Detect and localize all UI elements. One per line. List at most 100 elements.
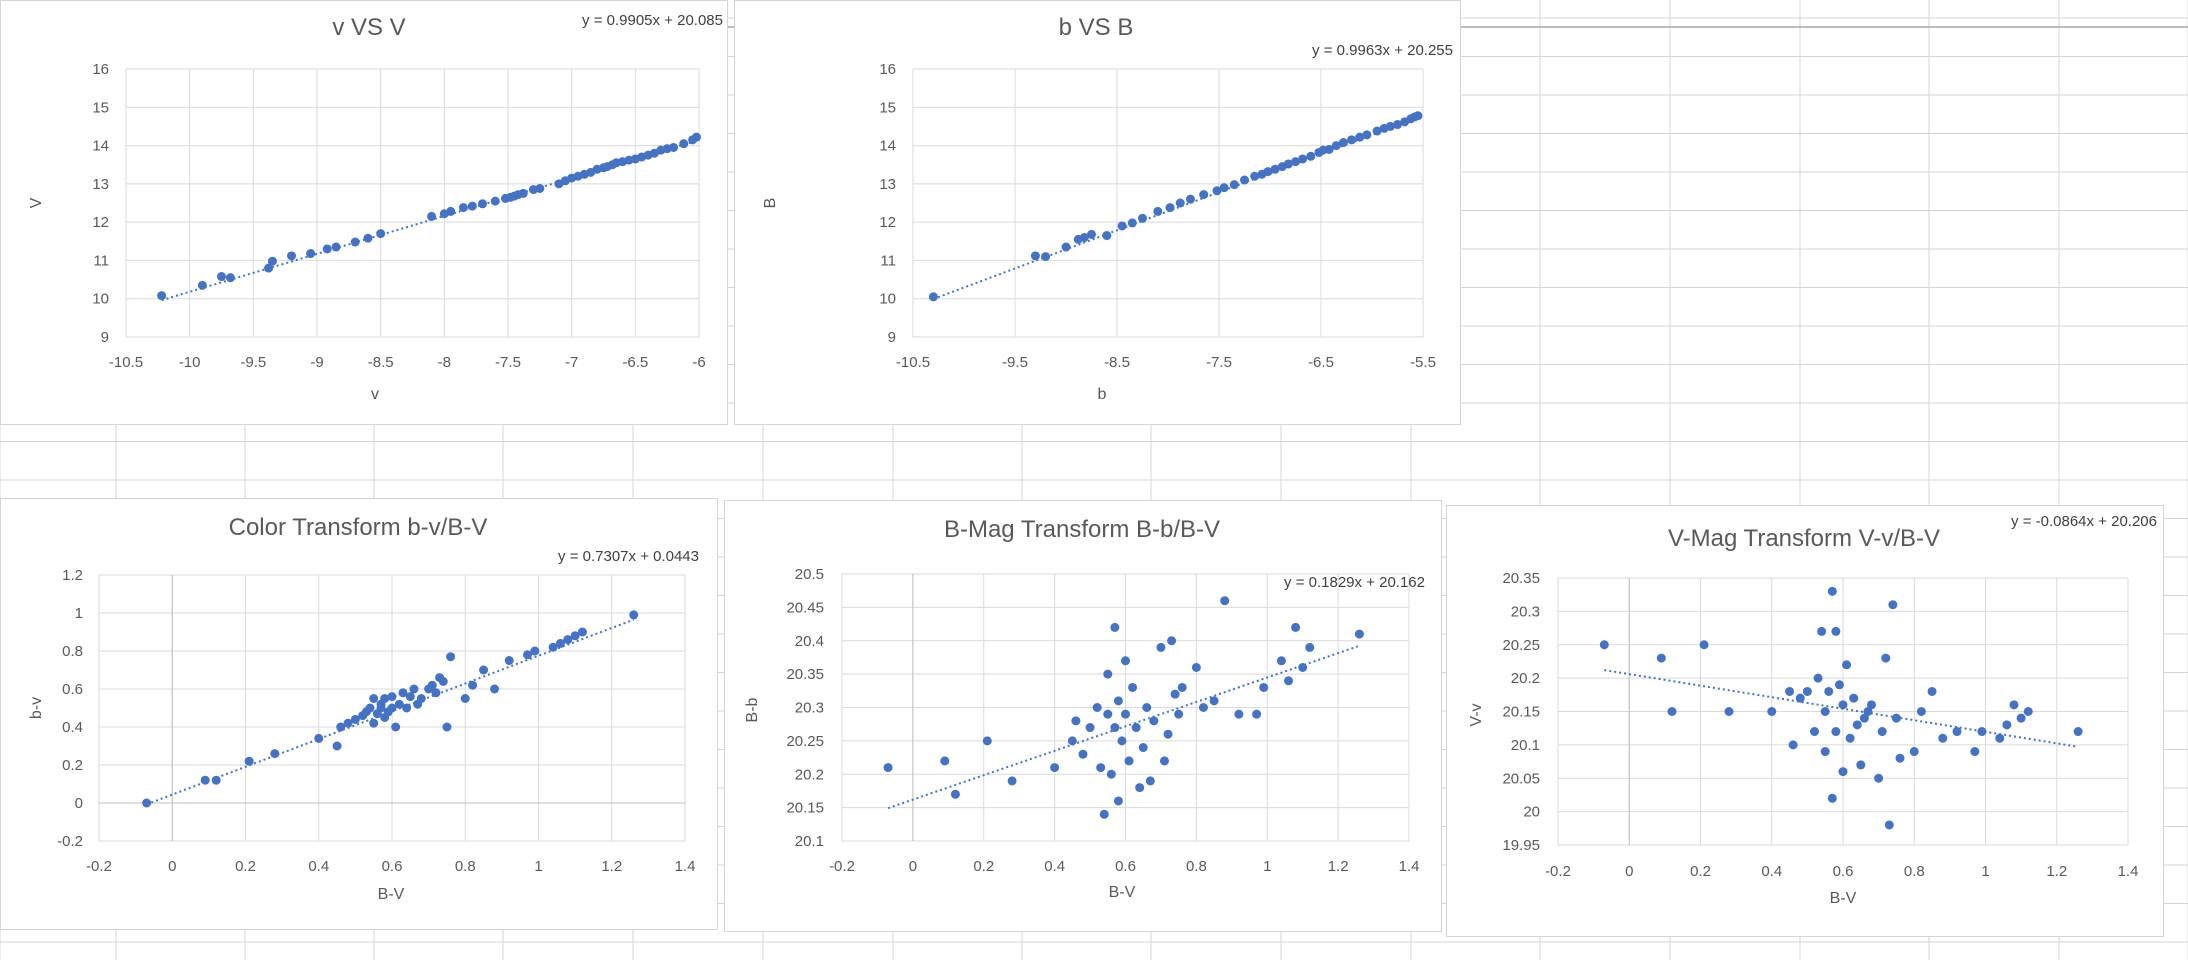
chart-b-vs-B[interactable]: -10.5 -9.5 -8.5 -7.5 -6.5 -5.5 9 10 11 12 13 14 15 16… (734, 0, 1461, 425)
data-point[interactable] (336, 722, 346, 732)
data-point[interactable] (982, 736, 992, 746)
data-point[interactable] (523, 650, 533, 660)
data-point[interactable] (1881, 653, 1891, 663)
data-point[interactable] (1849, 693, 1859, 703)
data-point[interactable] (1135, 783, 1145, 793)
data-point[interactable] (1113, 696, 1123, 706)
data-point[interactable] (1820, 707, 1830, 716)
data-point[interactable] (1888, 600, 1898, 610)
data-point[interactable] (950, 789, 960, 799)
data-point[interactable] (1061, 242, 1071, 252)
data-point[interactable] (409, 684, 419, 694)
data-point[interactable] (1970, 747, 1980, 757)
data-point[interactable] (1393, 120, 1402, 130)
chart-v-mag-transform[interactable]: -0.2 0 0.2 0.4 0.6 0.8 1 1.2 1.4 19.95 20 20.05 20.1… (1446, 505, 2164, 937)
data-point[interactable] (1175, 198, 1185, 208)
data-point[interactable] (1385, 121, 1395, 131)
data-point[interactable] (1198, 703, 1208, 712)
data-point[interactable] (1177, 682, 1187, 692)
data-point[interactable] (1167, 636, 1177, 646)
data-point[interactable] (1229, 180, 1239, 190)
data-point[interactable] (1165, 203, 1175, 213)
data-point[interactable] (1874, 773, 1884, 783)
data-point[interactable] (563, 635, 573, 645)
data-point[interactable] (1174, 709, 1184, 719)
data-point[interactable] (1838, 767, 1848, 777)
data-point[interactable] (1842, 660, 1852, 670)
data-point[interactable] (1117, 736, 1127, 746)
data-point[interactable] (1071, 716, 1081, 726)
data-point[interactable] (1995, 733, 2005, 743)
data-point[interactable] (1856, 760, 1866, 770)
data-point[interactable] (1355, 132, 1365, 142)
data-point[interactable] (306, 249, 316, 259)
data-point[interactable] (442, 722, 452, 732)
data-point[interactable] (1117, 221, 1127, 231)
data-point[interactable] (548, 642, 558, 652)
data-point[interactable] (1802, 686, 1812, 696)
data-point[interactable] (1149, 716, 1159, 726)
data-point[interactable] (1331, 141, 1341, 151)
data-point[interactable] (1820, 747, 1830, 757)
data-point[interactable] (270, 749, 280, 759)
data-point[interactable] (1156, 642, 1166, 652)
data-point[interactable] (1852, 720, 1862, 730)
data-point[interactable] (478, 199, 488, 209)
data-point[interactable] (1298, 154, 1308, 164)
data-point[interactable] (1810, 727, 1819, 737)
data-point[interactable] (1240, 175, 1249, 185)
data-point[interactable] (1096, 763, 1106, 773)
data-point[interactable] (1250, 171, 1260, 181)
data-point[interactable] (1785, 686, 1795, 696)
data-point[interactable] (490, 196, 500, 206)
data-point[interactable] (1298, 662, 1308, 672)
data-point[interactable] (1138, 213, 1147, 223)
data-point[interactable] (405, 692, 415, 702)
data-point[interactable] (1362, 130, 1372, 140)
data-point[interactable] (1767, 707, 1777, 716)
data-point[interactable] (365, 703, 375, 713)
data-point[interactable] (363, 233, 373, 243)
data-point[interactable] (264, 263, 274, 273)
data-point[interactable] (1324, 144, 1334, 154)
data-point[interactable] (369, 718, 379, 728)
data-point[interactable] (570, 631, 580, 641)
data-point[interactable] (438, 676, 448, 686)
data-point[interactable] (1110, 622, 1120, 632)
data-point[interactable] (244, 756, 254, 766)
data-point[interactable] (1079, 232, 1089, 242)
data-point[interactable] (1354, 629, 1364, 639)
data-point[interactable] (1372, 126, 1382, 136)
data-point[interactable] (1212, 186, 1222, 196)
data-point[interactable] (1827, 586, 1837, 596)
data-point[interactable] (1291, 157, 1300, 167)
data-point[interactable] (1050, 763, 1060, 773)
data-point[interactable] (1085, 723, 1095, 733)
data-point[interactable] (1092, 703, 1102, 712)
data-point[interactable] (387, 703, 397, 713)
data-point[interactable] (1128, 682, 1138, 692)
data-point[interactable] (467, 201, 477, 211)
data-point[interactable] (1103, 709, 1113, 719)
data-point[interactable] (1078, 749, 1088, 759)
data-point[interactable] (535, 183, 545, 193)
data-point[interactable] (1142, 703, 1152, 712)
data-point[interactable] (1106, 769, 1116, 779)
data-point[interactable] (1667, 707, 1677, 716)
data-point[interactable] (504, 656, 514, 665)
data-point[interactable] (1916, 707, 1926, 716)
data-point[interactable] (1103, 669, 1113, 679)
data-point[interactable] (446, 206, 456, 216)
data-point[interactable] (1347, 135, 1357, 145)
data-point[interactable] (267, 256, 277, 266)
data-point[interactable] (1305, 642, 1315, 652)
data-point[interactable] (1153, 206, 1163, 216)
data-point[interactable] (940, 756, 950, 766)
data-point[interactable] (225, 273, 235, 283)
data-point[interactable] (1306, 151, 1316, 161)
data-point[interactable] (1121, 709, 1130, 719)
data-point[interactable] (1817, 626, 1827, 636)
data-point[interactable] (555, 638, 565, 648)
data-point[interactable] (1252, 709, 1262, 719)
data-point[interactable] (1209, 696, 1219, 706)
